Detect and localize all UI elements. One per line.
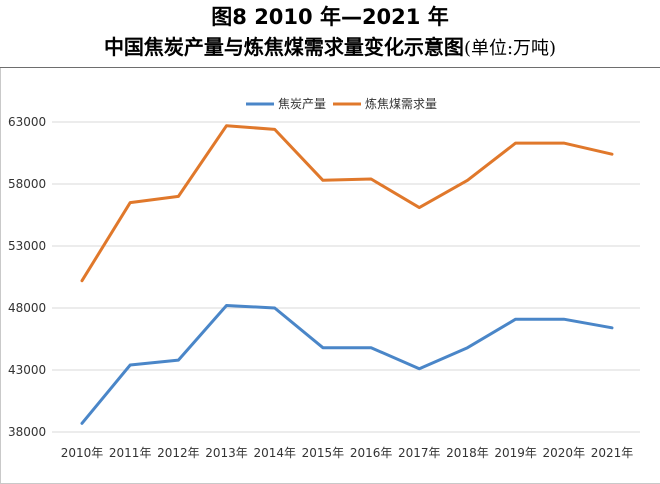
- data-point: [369, 346, 373, 349]
- data-point: [610, 326, 614, 330]
- data-point: [177, 195, 180, 198]
- x-tick-label: 2021年: [591, 446, 634, 460]
- data-point: [128, 363, 132, 367]
- y-tick-label: 38000: [8, 425, 46, 439]
- data-point: [128, 201, 132, 204]
- data-point: [514, 141, 517, 145]
- data-point: [562, 141, 566, 145]
- data-point: [562, 317, 566, 321]
- data-point: [466, 179, 469, 182]
- chart-title-line2: 中国焦炭产量与炼焦煤需求量变化示意图(单位:万吨): [0, 34, 660, 62]
- x-tick-label: 2015年: [302, 446, 345, 460]
- y-tick-label: 43000: [8, 363, 46, 377]
- data-point: [466, 346, 469, 349]
- data-point: [514, 317, 517, 321]
- y-axis-ticks: 38000 43000 48000 53000 58000 63000: [8, 115, 46, 439]
- y-tick-label: 63000: [8, 115, 46, 129]
- x-tick-label: 2016年: [350, 446, 393, 460]
- x-tick-label: 2014年: [253, 446, 296, 460]
- x-tick-label: 2010年: [61, 446, 104, 460]
- y-tick-label: 48000: [8, 301, 46, 315]
- x-tick-label: 2020年: [543, 446, 586, 460]
- x-tick-label: 2017年: [398, 446, 441, 460]
- y-tick-label: 58000: [8, 177, 46, 191]
- data-point: [225, 304, 228, 307]
- data-point: [418, 367, 421, 370]
- y-tick-label: 53000: [8, 239, 46, 253]
- title-divider: [0, 67, 660, 68]
- x-tick-label: 2019年: [494, 446, 537, 460]
- data-point: [80, 422, 84, 425]
- x-tick-label: 2011年: [109, 446, 152, 460]
- series-lines: [80, 124, 614, 425]
- data-point: [418, 206, 421, 209]
- data-point: [80, 279, 84, 282]
- data-point: [369, 177, 373, 181]
- chart-title-main: 中国焦炭产量与炼焦煤需求量变化示意图: [103, 35, 464, 59]
- x-tick-label: 2012年: [157, 446, 200, 460]
- x-tick-label: 2013年: [205, 446, 248, 460]
- data-point: [225, 124, 228, 127]
- data-point: [177, 358, 180, 362]
- gridlines: [52, 121, 640, 433]
- chart-title-line1: 图8 2010 年—2021 年: [211, 5, 449, 29]
- chart-title-unit: (单位:万吨): [463, 38, 557, 59]
- series-line-1: [80, 304, 614, 425]
- series-line-2: [80, 124, 614, 283]
- data-point: [321, 346, 325, 349]
- legend-label: 炼焦煤需求量: [365, 96, 437, 111]
- x-tick-label: 2018年: [446, 446, 489, 460]
- data-point: [610, 153, 614, 156]
- data-point: [273, 128, 276, 131]
- x-axis-ticks: 2010年 2011年 2012年 2013年 2014年 2015年 2016年 2017年…: [61, 446, 634, 460]
- data-point: [321, 179, 325, 182]
- legend: 焦炭产量 炼焦煤需求量: [246, 96, 437, 111]
- data-point: [273, 306, 276, 310]
- legend-label: 焦炭产量: [278, 97, 326, 111]
